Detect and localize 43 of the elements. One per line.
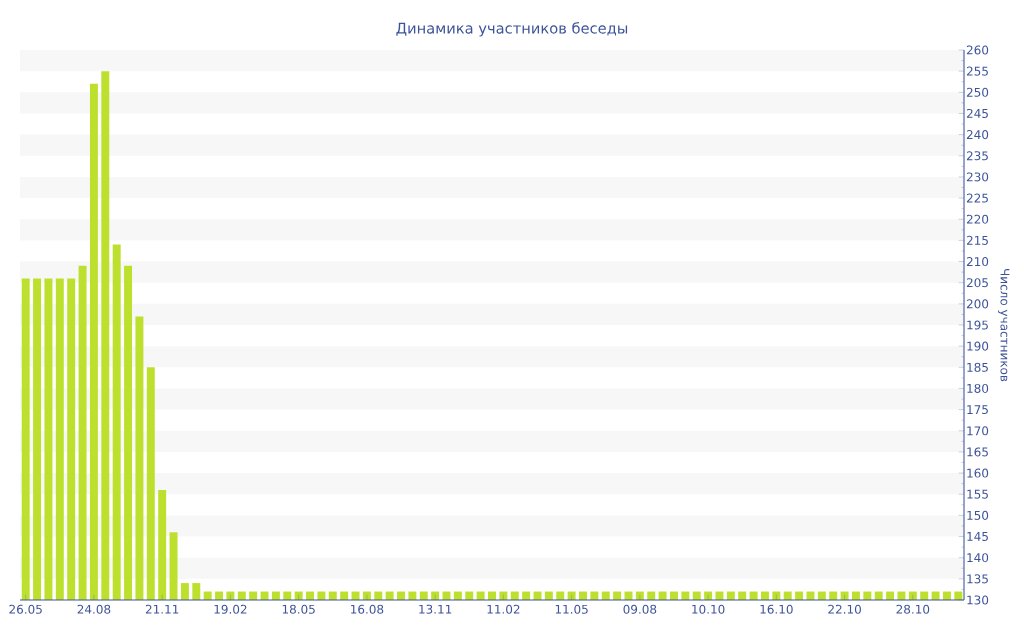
y-tick-label: 130 [967, 595, 989, 605]
x-tick-label: 26.05 [9, 604, 42, 614]
x-tick-label: 11.05 [555, 604, 588, 614]
y-tick-label: 165 [967, 447, 988, 457]
y-tick-label: 230 [966, 172, 989, 182]
x-tick-label: 22.10 [828, 604, 861, 614]
x-tick-label: 19.02 [214, 604, 247, 614]
y-tick-label: 220 [966, 214, 989, 224]
x-tick-label: 13.11 [419, 604, 452, 614]
y-tick-label: 245 [966, 108, 988, 118]
y-tick-label: 215 [966, 235, 988, 245]
y-tick-label: 190 [967, 341, 989, 351]
x-tick-label: 21.11 [145, 604, 179, 614]
y-tick-label: 180 [967, 383, 989, 393]
x-tick-label: 09.08 [623, 604, 657, 614]
y-tick-label: 160 [967, 468, 989, 478]
y-tick-label: 140 [967, 553, 989, 563]
y-tick-label: 210 [966, 257, 989, 267]
y-axis-title: Число участников [998, 269, 1010, 382]
y-tick-label: 155 [967, 489, 988, 499]
x-tick-label: 11.02 [487, 604, 520, 614]
y-tick-label: 250 [966, 87, 989, 97]
y-tick-label: 175 [967, 405, 988, 415]
y-tick-label: 145 [967, 532, 988, 541]
y-tick-label: 135 [967, 574, 988, 584]
y-tick-label: 225 [966, 193, 988, 203]
y-tick-label: 150 [967, 510, 989, 520]
y-tick-label: 200 [966, 299, 989, 309]
x-tick-label: 16.08 [351, 604, 384, 614]
x-tick-label: 16.10 [760, 604, 793, 614]
y-tick-label: 170 [967, 426, 989, 436]
x-tick-label: 10.10 [692, 604, 725, 614]
y-tick-label: 255 [966, 66, 988, 76]
y-tick-label: 240 [966, 130, 989, 140]
y-tick-label: 185 [967, 362, 988, 372]
y-tick-label: 195 [967, 320, 988, 330]
chart-title: Динамика участников беседы [396, 22, 628, 37]
y-tick-label: 260 [966, 45, 989, 55]
y-tick-label: 205 [966, 278, 988, 288]
x-tick-label: 28.10 [896, 604, 930, 614]
x-tick-label: 24.08 [77, 604, 111, 614]
x-tick-label: 18.05 [282, 604, 315, 614]
y-tick-label: 235 [966, 151, 988, 161]
